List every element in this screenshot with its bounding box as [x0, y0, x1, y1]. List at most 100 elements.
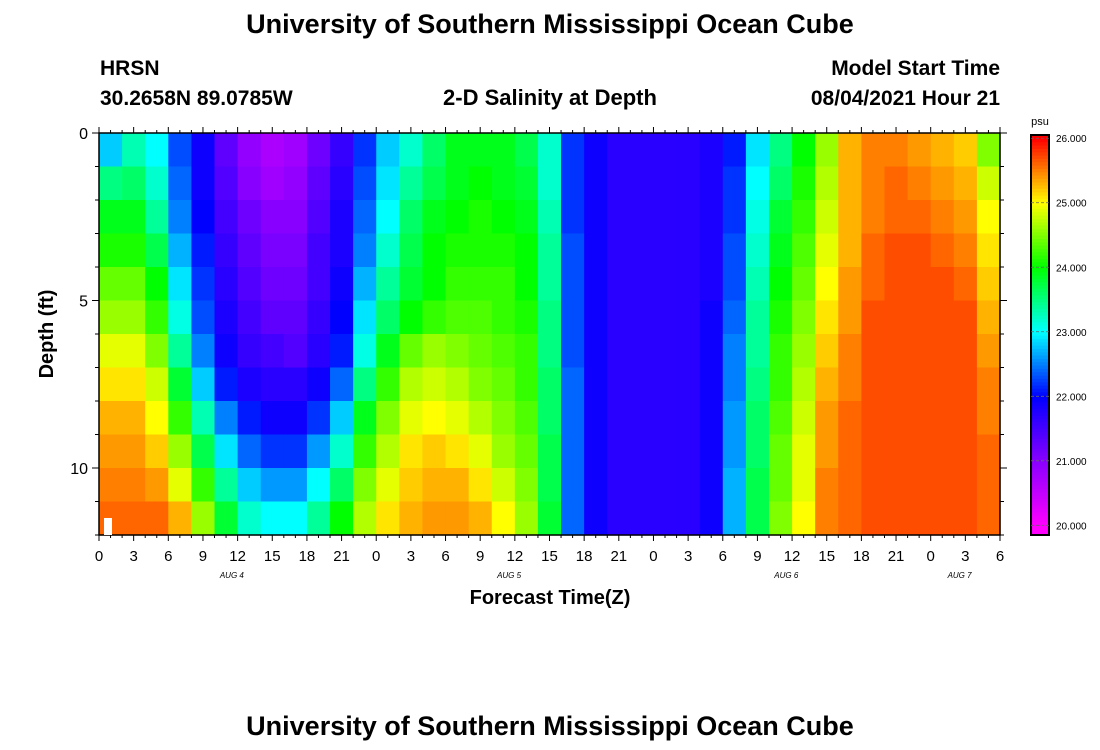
heatmap-cell: [653, 501, 678, 536]
heatmap-cell: [514, 133, 539, 168]
heatmap-cell: [653, 468, 678, 503]
heatmap-cell: [145, 267, 169, 302]
heatmap-cell: [676, 401, 701, 436]
heatmap-cell: [930, 300, 955, 335]
heatmap-cell: [306, 401, 331, 436]
heatmap-cell: [191, 334, 216, 369]
colorbar-segment: [1031, 411, 1049, 416]
heatmap-cell: [745, 200, 770, 235]
colorbar-segment: [1031, 278, 1049, 283]
heatmap-cell: [445, 401, 470, 436]
colorbar-segment: [1031, 328, 1049, 333]
colorbar-segment: [1031, 171, 1049, 176]
heatmap-cell: [145, 367, 169, 402]
colorbar-segment: [1031, 145, 1049, 149]
heatmap-cell: [768, 334, 793, 369]
heatmap-cell: [445, 166, 470, 201]
heatmap-cell: [953, 468, 978, 503]
colorbar-segment: [1031, 485, 1049, 489]
colorbar-segment: [1031, 321, 1049, 326]
heatmap-cell: [422, 367, 447, 402]
heatmap-cell: [514, 501, 539, 536]
heatmap-cell: [422, 401, 447, 436]
colorbar-segment: [1031, 175, 1049, 179]
heatmap-cell: [491, 401, 516, 436]
heatmap-cell: [884, 200, 909, 235]
colorbar-segment: [1031, 155, 1049, 159]
heatmap-cell: [815, 434, 839, 469]
heatmap-cell: [792, 200, 816, 235]
y-tick-label: 0: [79, 126, 88, 143]
heatmap-cell: [607, 233, 631, 268]
heatmap-cell: [815, 334, 839, 369]
colorbar-segment: [1031, 385, 1049, 389]
heatmap-cell: [930, 166, 955, 201]
heatmap-cell: [422, 133, 447, 168]
heatmap-cell: [561, 334, 585, 369]
heatmap-cell: [145, 434, 169, 469]
heatmap-cell: [514, 334, 539, 369]
heatmap-cell: [168, 267, 193, 302]
heatmap-cell: [468, 434, 493, 469]
heatmap-cell: [191, 200, 216, 235]
colorbar-segment: [1031, 178, 1049, 183]
heatmap-cell: [145, 334, 169, 369]
heatmap-cell: [145, 233, 169, 268]
heatmap-cell: [237, 501, 262, 536]
heatmap-cell: [907, 267, 932, 302]
heatmap-cell: [514, 300, 539, 335]
heatmap-cell: [491, 200, 516, 235]
colorbar-segment: [1031, 518, 1049, 523]
heatmap-cell: [653, 401, 678, 436]
heatmap-cell: [838, 434, 862, 469]
heatmap-cell: [306, 166, 331, 201]
colorbar-segment: [1031, 168, 1049, 173]
heatmap-cell: [653, 300, 678, 335]
heatmap-cell: [260, 401, 285, 436]
heatmap-cell: [838, 200, 862, 235]
colorbar-segment: [1031, 298, 1049, 303]
heatmap-cell: [491, 267, 516, 302]
heatmap-cell: [214, 166, 239, 201]
heatmap-cell: [422, 501, 447, 536]
heatmap-cell: [884, 300, 909, 335]
colorbar-segment: [1031, 141, 1049, 146]
heatmap-cell: [399, 334, 424, 369]
heatmap-cell: [214, 468, 239, 503]
colorbar-segment: [1031, 311, 1049, 316]
heatmap-cell: [861, 434, 886, 469]
heatmap-cell: [330, 434, 354, 469]
colorbar-segment: [1031, 301, 1049, 306]
heatmap-cell: [838, 133, 862, 168]
heatmap-cell: [930, 367, 955, 402]
heatmap-cell: [699, 200, 724, 235]
colorbar-segment: [1031, 475, 1049, 479]
x-tick-label: 6: [996, 548, 1004, 565]
heatmap-cell: [884, 267, 909, 302]
colorbar-segment: [1031, 341, 1049, 346]
heatmap-cell: [607, 133, 631, 168]
heatmap-cell: [630, 468, 655, 503]
heatmap-cell: [191, 501, 216, 536]
heatmap-cell: [976, 401, 1001, 436]
heatmap-cell: [145, 166, 169, 201]
colorbar-segment: [1031, 161, 1049, 166]
heatmap-cell: [745, 501, 770, 536]
heatmap-cell: [330, 401, 354, 436]
heatmap-cell: [768, 166, 793, 201]
heatmap-cell: [491, 133, 516, 168]
heatmap-cell: [584, 300, 608, 335]
heatmap-cell: [792, 166, 816, 201]
colorbar-segment: [1031, 461, 1049, 466]
heatmap-cell: [722, 233, 747, 268]
heatmap-cell: [399, 401, 424, 436]
heatmap-cell: [976, 267, 1001, 302]
heatmap-cell: [353, 334, 377, 369]
colorbar-segment: [1031, 455, 1049, 459]
heatmap-cell: [491, 501, 516, 536]
heatmap-cell: [283, 334, 308, 369]
heatmap-cell: [283, 200, 308, 235]
heatmap-cell: [422, 300, 447, 335]
heatmap-cell: [122, 434, 146, 469]
x-tick-label: 6: [164, 548, 172, 565]
